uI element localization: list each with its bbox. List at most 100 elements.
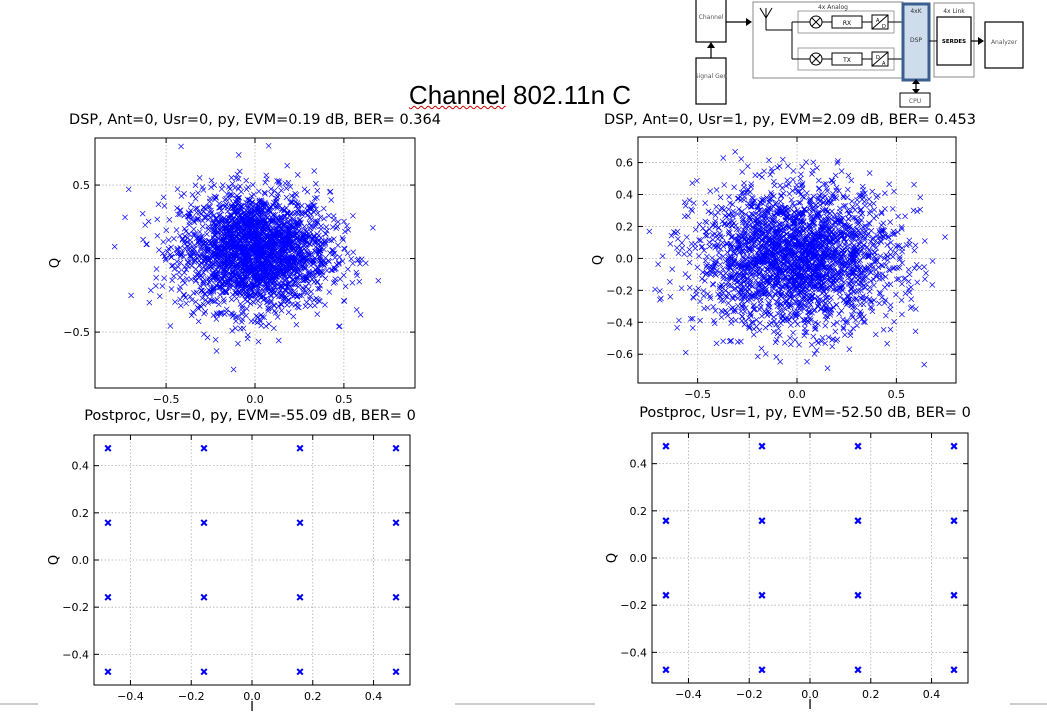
data-point (761, 168, 767, 175)
data-point (205, 226, 212, 233)
data-point (751, 326, 757, 332)
data-point (318, 261, 325, 267)
y-tick-label: 0.0 (73, 253, 91, 266)
data-point (211, 298, 218, 305)
data-point (334, 223, 341, 230)
data-point (204, 280, 211, 287)
data-point (192, 182, 199, 189)
data-point (210, 288, 217, 295)
data-point (325, 212, 332, 219)
data-point (667, 241, 674, 247)
data-point (174, 247, 181, 253)
data-point (312, 220, 319, 227)
data-point (815, 177, 822, 184)
data-point (273, 198, 280, 205)
data-point (671, 229, 677, 235)
data-point (159, 283, 166, 289)
data-point (186, 231, 192, 237)
data-point (921, 238, 928, 244)
data-point (871, 297, 877, 304)
data-point (155, 201, 162, 208)
data-point (195, 305, 202, 312)
data-point (285, 179, 292, 186)
data-point (221, 197, 228, 203)
dsp-box (901, 2, 931, 82)
data-point (314, 296, 321, 303)
data-point (815, 186, 822, 192)
data-point (200, 204, 207, 211)
data-point (211, 182, 218, 189)
data-point (174, 186, 181, 192)
data-point (128, 292, 134, 299)
data-point (884, 281, 891, 288)
data-point (198, 210, 205, 217)
data-point (717, 194, 724, 201)
data-point (218, 186, 225, 192)
data-point (694, 264, 701, 271)
rx-label: RX (843, 20, 851, 27)
data-point (731, 184, 738, 191)
data-point (860, 194, 867, 201)
data-point (674, 228, 681, 235)
data-point (732, 148, 739, 155)
data-point (719, 218, 726, 225)
data-point (782, 316, 788, 322)
data-point (204, 334, 211, 341)
data-point (228, 296, 235, 303)
data-point (208, 177, 215, 184)
data-point (770, 328, 777, 335)
data-point (292, 199, 299, 206)
data-point (266, 206, 273, 213)
x-tick-label: 0.0 (246, 393, 264, 406)
data-point (838, 307, 845, 314)
data-point (195, 274, 202, 281)
data-point (300, 289, 307, 296)
data-point (322, 302, 328, 308)
data-point (921, 361, 928, 368)
data-point (305, 233, 312, 240)
data-point (219, 289, 225, 296)
data-point (265, 298, 271, 305)
data-point (353, 306, 360, 313)
data-point (766, 304, 773, 310)
data-point (218, 265, 225, 271)
data-point (300, 242, 307, 248)
data-point (311, 195, 318, 202)
data-point (886, 181, 893, 188)
data-point (289, 254, 296, 261)
data-point (320, 205, 327, 212)
data-point (331, 265, 338, 271)
channel-box (695, 0, 727, 43)
data-point (704, 304, 711, 311)
data-point (756, 171, 763, 178)
data-point (906, 271, 913, 278)
y-tick-label: −0.5 (63, 326, 90, 339)
data-point (652, 286, 658, 293)
data-point (709, 255, 716, 261)
data-point (172, 299, 178, 305)
data-point (293, 321, 300, 328)
data-point (336, 323, 343, 330)
data-point (247, 205, 254, 212)
data-point (855, 227, 862, 234)
data-point (286, 219, 293, 226)
data-point (344, 266, 351, 273)
data-point (312, 223, 319, 229)
data-point (921, 264, 928, 270)
data-point (917, 206, 924, 213)
data-point (357, 260, 363, 267)
data-point (828, 294, 834, 301)
data-point (185, 250, 192, 256)
data-point (168, 263, 175, 269)
data-point (266, 259, 273, 265)
data-point (181, 269, 188, 276)
data-point (850, 325, 856, 332)
data-point (153, 266, 160, 272)
data-point (688, 206, 695, 213)
data-point (328, 267, 335, 273)
data-point (884, 242, 891, 248)
data-point (731, 250, 738, 257)
data-point (744, 203, 751, 210)
data-point (299, 211, 305, 218)
data-point (214, 296, 221, 303)
